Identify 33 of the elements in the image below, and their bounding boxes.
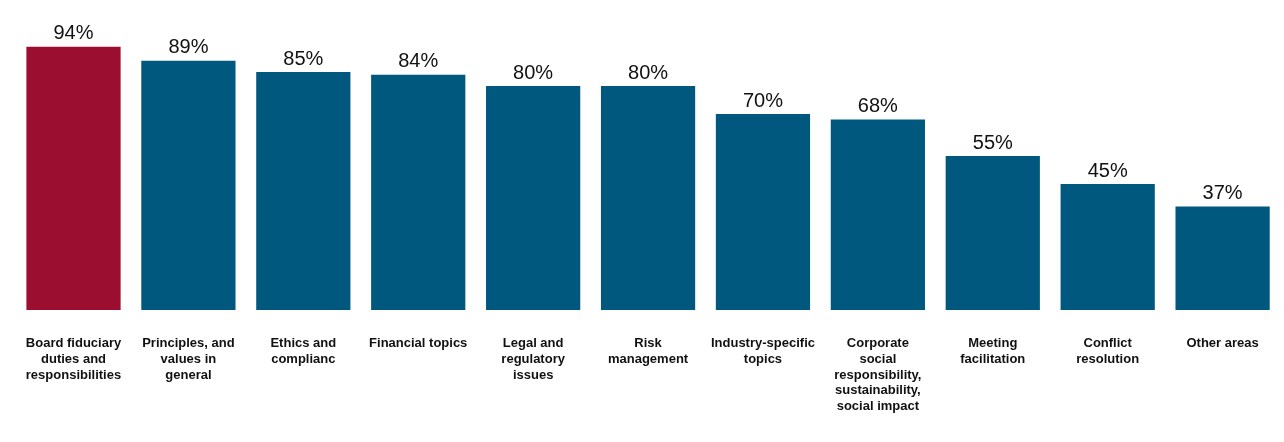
x-tick-label: Ethics and complianc [270, 335, 337, 366]
data-label: 85% [283, 46, 324, 69]
data-label: 80% [513, 60, 554, 83]
data-label: 89% [168, 35, 209, 58]
data-label: 68% [857, 94, 899, 117]
data-label: 55% [972, 130, 1014, 153]
bar [26, 46, 121, 310]
data-label: 45% [1087, 158, 1128, 181]
x-tick-label: Other areas [1186, 335, 1259, 351]
bar [945, 156, 1040, 310]
data-label: 37% [1202, 180, 1243, 203]
bar [715, 114, 811, 310]
bar [1175, 206, 1270, 310]
x-tick-label: Risk management [607, 335, 689, 366]
bar [486, 86, 581, 310]
x-tick-label: Financial topics [369, 335, 468, 351]
x-tick-label: Board fiduciary duties and responsibilities [25, 335, 122, 382]
data-label: 80% [628, 60, 669, 83]
bar [600, 86, 696, 310]
x-tick-label: Principles, and values in general [142, 335, 235, 382]
x-tick-label: Conflict resolution [1076, 335, 1140, 366]
bar [141, 60, 236, 310]
data-label: 70% [742, 88, 784, 111]
data-label: 84% [398, 49, 439, 72]
x-tick-label: Legal and regulatory issues [501, 335, 566, 382]
data-label: 94% [53, 21, 94, 44]
x-tick-label: Corporate social responsibility, sustainability, social impact [834, 335, 922, 413]
bar [1060, 184, 1155, 310]
bar [830, 119, 925, 310]
bar [256, 72, 351, 310]
bar [371, 74, 466, 310]
x-tick-label: Meeting facilitation [960, 335, 1026, 366]
x-tick-label: Industry-specific topics [710, 335, 815, 366]
